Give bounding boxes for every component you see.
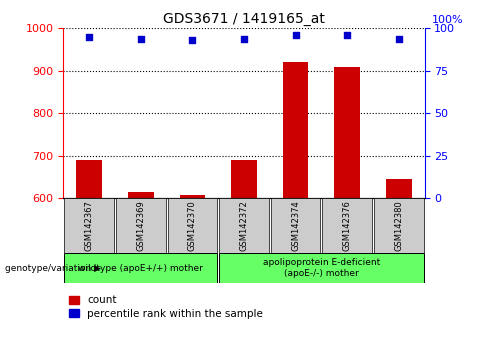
Bar xyxy=(386,179,412,198)
Bar xyxy=(76,160,102,198)
Bar xyxy=(116,198,165,253)
Text: apolipoprotein E-deficient
(apoE-/-) mother: apolipoprotein E-deficient (apoE-/-) mot… xyxy=(263,258,380,278)
Bar xyxy=(271,198,320,253)
Bar xyxy=(64,198,114,253)
Bar xyxy=(180,195,205,198)
Text: 100%: 100% xyxy=(432,15,464,25)
Bar xyxy=(168,198,217,253)
Text: GSM142369: GSM142369 xyxy=(136,200,145,251)
Point xyxy=(292,32,300,38)
Text: genotype/variation ▶: genotype/variation ▶ xyxy=(5,264,101,273)
Bar xyxy=(334,67,360,198)
Text: GSM142376: GSM142376 xyxy=(343,200,352,251)
Point xyxy=(240,36,248,41)
Point xyxy=(188,38,196,43)
Text: GSM142370: GSM142370 xyxy=(188,200,197,251)
Legend: count, percentile rank within the sample: count, percentile rank within the sample xyxy=(69,296,263,319)
Point xyxy=(395,36,403,41)
Bar xyxy=(64,253,217,283)
Point xyxy=(137,36,145,41)
Text: GSM142367: GSM142367 xyxy=(85,200,94,251)
Bar xyxy=(283,62,308,198)
Bar xyxy=(374,198,424,253)
Text: GSM142372: GSM142372 xyxy=(240,200,248,251)
Bar xyxy=(219,253,424,283)
Point xyxy=(85,34,93,40)
Bar xyxy=(231,160,257,198)
Text: GSM142374: GSM142374 xyxy=(291,200,300,251)
Bar xyxy=(219,198,269,253)
Bar xyxy=(128,192,154,198)
Text: GSM142380: GSM142380 xyxy=(394,200,403,251)
Title: GDS3671 / 1419165_at: GDS3671 / 1419165_at xyxy=(163,12,325,26)
Text: wildtype (apoE+/+) mother: wildtype (apoE+/+) mother xyxy=(79,264,203,273)
Point xyxy=(343,32,351,38)
Bar xyxy=(323,198,372,253)
